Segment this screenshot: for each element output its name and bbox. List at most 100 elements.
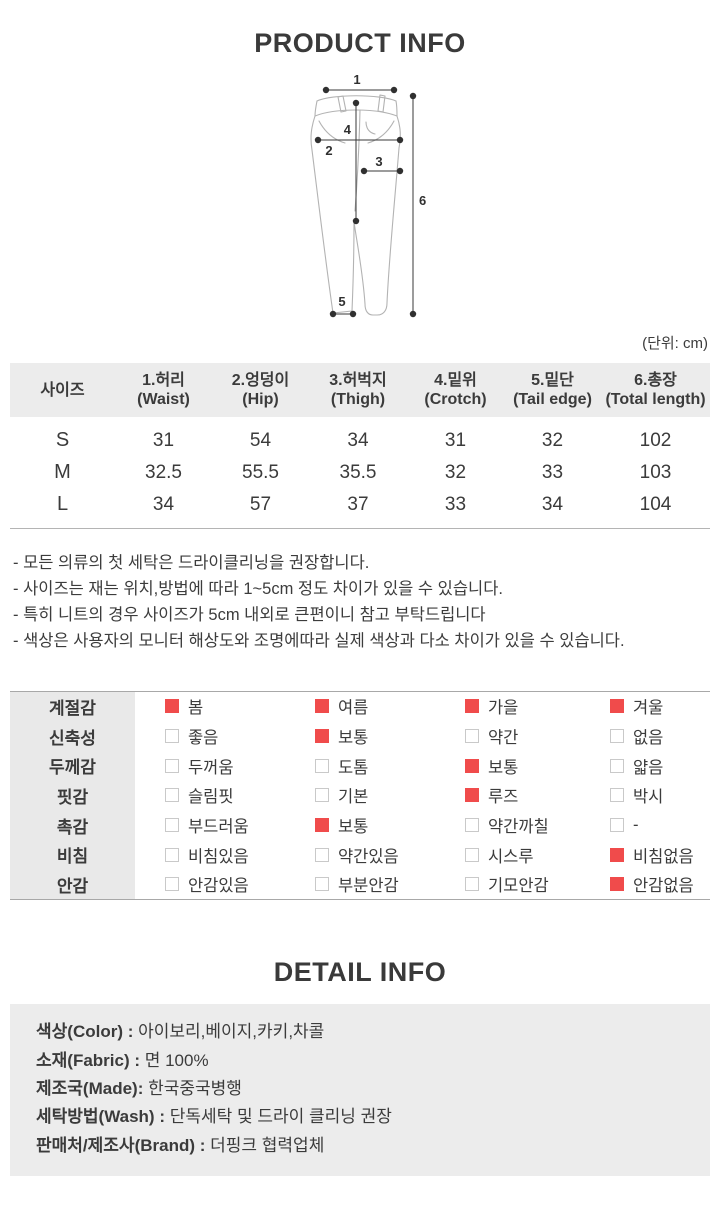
attribute-option: 도톰 xyxy=(285,754,435,778)
attribute-label: 안감 xyxy=(10,869,135,900)
attribute-option-label: 보통 xyxy=(338,818,369,837)
detail-separator: : xyxy=(123,1022,139,1042)
checkbox-icon[interactable] xyxy=(315,699,329,714)
attribute-option: 안감없음 xyxy=(580,872,710,896)
size-table-header-cell: 사이즈 xyxy=(40,381,85,399)
checkbox-icon[interactable] xyxy=(610,699,624,714)
measure-label-3: 3 xyxy=(375,154,382,169)
size-cell: 32 xyxy=(444,461,467,483)
checkbox-icon[interactable] xyxy=(165,729,179,744)
checkbox-icon[interactable] xyxy=(315,818,329,833)
attribute-row: 촉감 부드러움 보통 약간까칠 - xyxy=(10,810,710,840)
checkbox-icon[interactable] xyxy=(465,818,479,833)
checkbox-icon[interactable] xyxy=(610,877,624,892)
checkbox-icon[interactable] xyxy=(610,788,624,803)
size-cell: S xyxy=(55,429,70,451)
attribute-option-label: 없음 xyxy=(633,729,664,748)
checkbox-icon[interactable] xyxy=(165,818,179,833)
attribute-option-label: 부드러움 xyxy=(188,818,249,837)
size-cell: M xyxy=(54,461,71,483)
detail-value: 아이보리,베이지,카키,차콜 xyxy=(138,1022,325,1042)
detail-row: 색상(Color) : 아이보리,베이지,카키,차콜 xyxy=(36,1018,690,1046)
checkbox-icon[interactable] xyxy=(610,847,624,862)
checkbox-icon[interactable] xyxy=(165,847,179,862)
size-cell: 54 xyxy=(249,429,272,451)
checkbox-icon[interactable] xyxy=(315,729,329,744)
size-cell: 33 xyxy=(444,493,467,515)
checkbox-icon[interactable] xyxy=(610,729,624,744)
checkbox-icon[interactable] xyxy=(465,877,479,892)
checkbox-icon[interactable] xyxy=(315,788,329,803)
attribute-option: 기모안감 xyxy=(435,872,580,896)
size-cell: 35.5 xyxy=(339,461,377,483)
checkbox-icon[interactable] xyxy=(610,818,624,833)
attribute-option: 시스루 xyxy=(435,843,580,867)
attribute-option-label: 부분안감 xyxy=(338,877,399,896)
attribute-option: 보통 xyxy=(285,813,435,837)
note-line: - 모든 의류의 첫 세탁은 드라이클리닝을 권장합니다. xyxy=(13,553,370,572)
checkbox-icon[interactable] xyxy=(165,788,179,803)
attribute-option-label: 약간 xyxy=(488,729,519,748)
detail-value: 단독세탁 및 드라이 클리닝 권장 xyxy=(169,1107,392,1127)
attribute-option: 가을 xyxy=(435,694,580,718)
size-cell: 55.5 xyxy=(242,461,279,483)
attribute-option: 두꺼움 xyxy=(135,754,285,778)
size-table-header-cell: 6.총장 (Total length) xyxy=(605,372,706,408)
measure-label-4: 4 xyxy=(344,122,352,137)
attribute-option-label: 도톰 xyxy=(338,758,369,777)
attribute-option-label: 좋음 xyxy=(188,729,219,748)
attribute-row: 계절감 봄 여름 가을 겨울 xyxy=(10,691,710,722)
size-table-header-cell: 2.엉덩이 (Hip) xyxy=(231,372,290,408)
checkbox-icon[interactable] xyxy=(165,758,179,773)
attribute-option: 보통 xyxy=(435,754,580,778)
detail-label: 색상(Color) xyxy=(36,1022,123,1042)
checkbox-icon[interactable] xyxy=(465,758,479,773)
attribute-option-label: 기모안감 xyxy=(488,877,549,896)
checkbox-icon[interactable] xyxy=(315,847,329,862)
measurement-lines: 1 2 3 4 5 6 xyxy=(314,72,426,318)
attribute-option: 비침없음 xyxy=(580,843,710,867)
checkbox-icon[interactable] xyxy=(610,758,624,773)
checkbox-icon[interactable] xyxy=(465,788,479,803)
size-table-header-cell: 1.허리 (Waist) xyxy=(137,372,190,408)
detail-label: 제조국(Made) xyxy=(36,1078,138,1098)
checkbox-icon[interactable] xyxy=(315,877,329,892)
attribute-option-label: 보통 xyxy=(488,758,519,777)
attribute-option-label: 얇음 xyxy=(633,758,664,777)
attribute-option-label: 가을 xyxy=(488,699,519,718)
checkbox-icon[interactable] xyxy=(165,699,179,714)
checkbox-icon[interactable] xyxy=(315,758,329,773)
checkbox-icon[interactable] xyxy=(465,847,479,862)
detail-info-title: DETAIL INFO xyxy=(273,957,447,988)
attribute-option: 얇음 xyxy=(580,754,710,778)
size-cell: 34 xyxy=(541,493,564,515)
checkbox-icon[interactable] xyxy=(165,877,179,892)
attribute-option-label: 박시 xyxy=(633,788,664,807)
attribute-label: 촉감 xyxy=(10,810,135,840)
attribute-option-label: 약간까칠 xyxy=(488,818,549,837)
size-cell: 31 xyxy=(152,429,175,451)
attribute-label: 신축성 xyxy=(10,721,135,751)
size-cell: 103 xyxy=(639,461,672,483)
pants-measurement-diagram: 1 2 3 4 5 6 xyxy=(310,72,426,318)
note-line: - 사이즈는 재는 위치,방법에 따라 1~5cm 정도 차이가 있을 수 있습… xyxy=(13,579,503,598)
detail-value: 더핑크 협력업체 xyxy=(210,1135,325,1155)
detail-value: 한국중국병행 xyxy=(148,1078,242,1098)
table-row: M 32.5 55.5 35.5 32 33 103 xyxy=(10,454,710,491)
attribute-option: 비침있음 xyxy=(135,843,285,867)
pants-outline-drawing xyxy=(310,94,401,316)
size-cell: 32 xyxy=(541,429,564,451)
attribute-option-label: 슬림핏 xyxy=(188,788,234,807)
attribute-option: 봄 xyxy=(135,694,285,718)
detail-label: 판매처/제조사(Brand) xyxy=(36,1135,196,1155)
detail-info-box: 색상(Color) : 아이보리,베이지,카키,차콜 소재(Fabric) : … xyxy=(10,1004,710,1176)
checkbox-icon[interactable] xyxy=(465,699,479,714)
attribute-label: 두께감 xyxy=(10,750,135,781)
attribute-label: 비침 xyxy=(10,839,135,870)
attribute-option: 루즈 xyxy=(435,783,580,807)
attribute-option: 약간까칠 xyxy=(435,813,580,837)
checkbox-icon[interactable] xyxy=(465,729,479,744)
measure-label-5: 5 xyxy=(338,294,345,309)
attribute-option-label: 비침없음 xyxy=(633,847,694,866)
attribute-label: 핏감 xyxy=(10,780,135,811)
